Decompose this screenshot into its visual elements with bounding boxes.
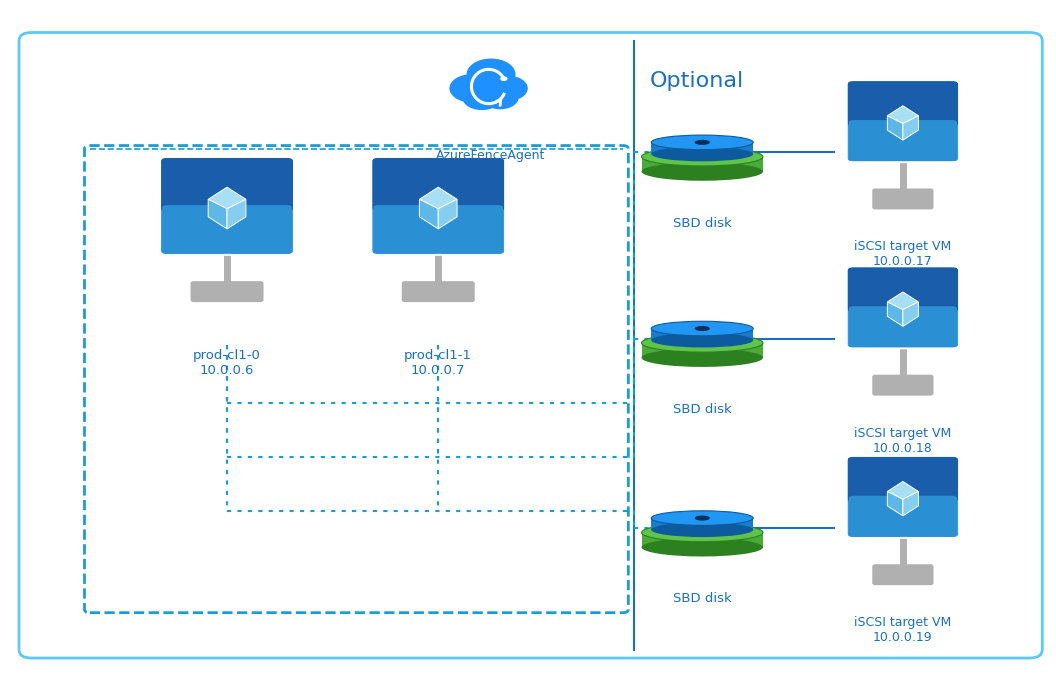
Polygon shape <box>208 187 246 209</box>
FancyBboxPatch shape <box>872 564 934 585</box>
Polygon shape <box>419 187 457 209</box>
FancyBboxPatch shape <box>373 158 504 211</box>
FancyBboxPatch shape <box>161 157 294 255</box>
Text: iSCSI target VM
10.0.0.17: iSCSI target VM 10.0.0.17 <box>854 240 951 268</box>
Circle shape <box>482 86 518 109</box>
Ellipse shape <box>693 340 712 346</box>
Text: iSCSI target VM
10.0.0.18: iSCSI target VM 10.0.0.18 <box>854 427 951 454</box>
Text: AzureFenceAgent: AzureFenceAgent <box>436 149 546 162</box>
Polygon shape <box>208 199 227 229</box>
Polygon shape <box>419 199 438 229</box>
Ellipse shape <box>642 148 762 166</box>
Polygon shape <box>887 116 903 140</box>
Ellipse shape <box>642 162 762 181</box>
Ellipse shape <box>642 334 762 352</box>
Text: SBD disk: SBD disk <box>673 403 732 416</box>
FancyBboxPatch shape <box>652 142 753 154</box>
Polygon shape <box>227 199 246 229</box>
Ellipse shape <box>693 154 712 160</box>
Text: SBD disk: SBD disk <box>673 217 732 230</box>
Ellipse shape <box>695 140 710 145</box>
Polygon shape <box>438 199 457 229</box>
Ellipse shape <box>695 516 710 521</box>
FancyBboxPatch shape <box>848 457 958 502</box>
Text: prod-cl1-1
10.0.0.7: prod-cl1-1 10.0.0.7 <box>404 349 472 376</box>
FancyBboxPatch shape <box>401 281 475 302</box>
FancyBboxPatch shape <box>652 328 753 340</box>
Ellipse shape <box>652 523 753 537</box>
FancyBboxPatch shape <box>848 267 958 312</box>
FancyBboxPatch shape <box>19 32 1042 658</box>
FancyBboxPatch shape <box>652 518 753 529</box>
FancyBboxPatch shape <box>642 157 762 171</box>
Polygon shape <box>887 492 903 516</box>
Text: iSCSI target VM
10.0.0.19: iSCSI target VM 10.0.0.19 <box>854 616 951 644</box>
Ellipse shape <box>642 349 762 367</box>
FancyBboxPatch shape <box>847 267 959 349</box>
Ellipse shape <box>652 135 753 150</box>
Circle shape <box>501 77 508 81</box>
Circle shape <box>450 74 493 102</box>
FancyBboxPatch shape <box>847 456 959 538</box>
Ellipse shape <box>652 333 753 347</box>
FancyBboxPatch shape <box>848 81 958 126</box>
Ellipse shape <box>695 326 710 331</box>
FancyBboxPatch shape <box>372 157 505 255</box>
Polygon shape <box>887 481 919 499</box>
FancyBboxPatch shape <box>872 188 934 209</box>
Polygon shape <box>903 492 919 516</box>
FancyBboxPatch shape <box>849 306 957 347</box>
FancyBboxPatch shape <box>162 158 293 211</box>
Ellipse shape <box>652 322 753 336</box>
Polygon shape <box>887 106 919 123</box>
Polygon shape <box>887 292 919 309</box>
FancyBboxPatch shape <box>190 281 264 302</box>
FancyBboxPatch shape <box>849 120 957 161</box>
Circle shape <box>467 58 515 90</box>
Ellipse shape <box>652 511 753 525</box>
Ellipse shape <box>642 538 762 556</box>
Ellipse shape <box>652 147 753 161</box>
Text: Optional: Optional <box>649 71 743 91</box>
FancyBboxPatch shape <box>847 81 959 162</box>
Ellipse shape <box>642 523 762 542</box>
FancyBboxPatch shape <box>849 496 957 537</box>
Polygon shape <box>887 302 903 326</box>
FancyBboxPatch shape <box>642 533 762 547</box>
Polygon shape <box>903 302 919 326</box>
FancyBboxPatch shape <box>872 374 934 395</box>
Ellipse shape <box>693 529 712 536</box>
Circle shape <box>463 85 502 110</box>
FancyBboxPatch shape <box>642 343 762 357</box>
FancyBboxPatch shape <box>374 205 503 254</box>
FancyBboxPatch shape <box>163 205 291 254</box>
Text: SBD disk: SBD disk <box>673 592 732 605</box>
Polygon shape <box>903 116 919 140</box>
Text: prod-cl1-0
10.0.0.6: prod-cl1-0 10.0.0.6 <box>193 349 261 376</box>
Circle shape <box>489 76 528 101</box>
